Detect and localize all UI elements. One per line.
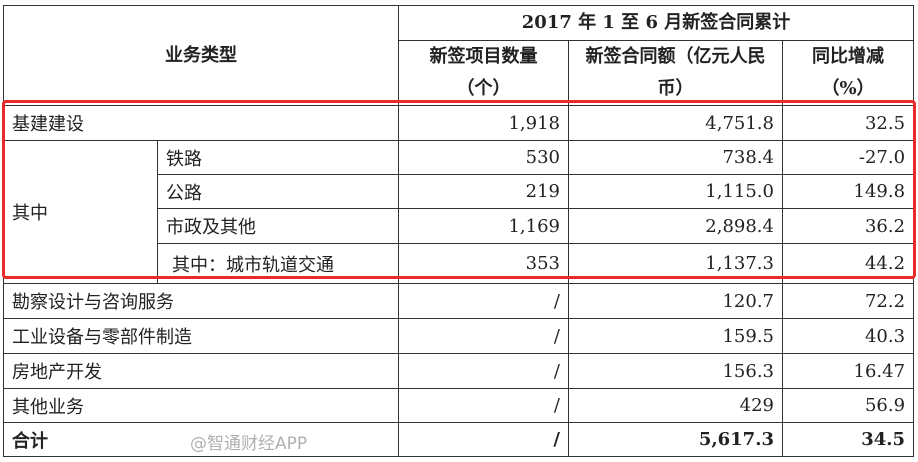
- yoy-cell: 34.5: [781, 422, 915, 457]
- amount-cell: 1,115.0: [568, 174, 783, 209]
- header-row: 新签项目数量（个） 新签合同额（亿元人民币） 同比增减（%）: [4, 40, 915, 106]
- amount-cell: 156.3: [568, 353, 783, 389]
- table-row: 工业设备与零部件制造 / 159.5 40.3: [3, 318, 915, 354]
- amount-cell: 159.5: [568, 318, 783, 354]
- header-count: 新签项目数量（个）: [398, 40, 569, 106]
- watermark: @智通财经APP: [190, 434, 308, 454]
- row-label: 勘察设计与咨询服务: [3, 283, 399, 319]
- count-cell: 219: [398, 174, 569, 209]
- header-amount: 新签合同额（亿元人民币）: [568, 40, 783, 106]
- count-cell: /: [398, 388, 569, 423]
- header-yoy: 同比增减（%）: [781, 40, 915, 106]
- of-which-label: 其中: [3, 140, 158, 284]
- header-row: 业务类型 2017 年 1 至 6 月新签合同累计: [3, 5, 915, 106]
- yoy-cell: 56.9: [781, 388, 915, 423]
- yoy-cell: 32.5: [781, 105, 915, 141]
- count-cell: /: [398, 318, 569, 354]
- row-label: 市政及其他: [157, 208, 399, 244]
- amount-cell: 1,137.3: [568, 243, 783, 284]
- yoy-cell: -27.0: [781, 140, 915, 175]
- header-period: 2017 年 1 至 6 月新签合同累计: [397, 5, 915, 41]
- yoy-cell: 36.2: [781, 208, 915, 244]
- amount-cell: 429: [568, 388, 783, 423]
- total-row: 合计 / 5,617.3 34.5: [3, 422, 915, 457]
- row-label: 基建建设: [3, 105, 399, 141]
- table-row: 公路 219 1,115.0 149.8: [4, 174, 915, 209]
- count-cell: /: [398, 353, 569, 389]
- count-cell: /: [398, 422, 569, 457]
- header-business-type: 业务类型: [3, 5, 399, 106]
- table-row: 基建建设 1,918 4,751.8 32.5: [3, 105, 915, 141]
- amount-cell: 4,751.8: [568, 105, 783, 141]
- amount-cell: 2,898.4: [568, 208, 783, 244]
- count-cell: 530: [398, 140, 569, 175]
- count-cell: 1,169: [398, 208, 569, 244]
- count-cell: 353: [398, 243, 569, 284]
- row-label: 铁路: [157, 140, 399, 175]
- table-row: 房地产开发 / 156.3 16.47: [3, 353, 915, 389]
- row-label: 其中：城市轨道交通: [157, 243, 399, 284]
- amount-cell: 5,617.3: [568, 422, 783, 457]
- table-row: 市政及其他 1,169 2,898.4 36.2: [4, 208, 915, 244]
- count-cell: 1,918: [398, 105, 569, 141]
- row-label: 合计: [3, 422, 399, 457]
- yoy-cell: 44.2: [781, 243, 915, 284]
- row-label: 其他业务: [3, 388, 399, 423]
- row-label: 工业设备与零部件制造: [3, 318, 399, 354]
- yoy-cell: 149.8: [781, 174, 915, 209]
- row-label: 公路: [157, 174, 399, 209]
- yoy-cell: 16.47: [781, 353, 915, 389]
- table-row: 勘察设计与咨询服务 / 120.7 72.2: [3, 283, 915, 319]
- table-row: 其中 铁路 530 738.4 -27.0: [3, 140, 915, 284]
- amount-cell: 120.7: [568, 283, 783, 319]
- yoy-cell: 40.3: [781, 318, 915, 354]
- row-label: 房地产开发: [3, 353, 399, 389]
- yoy-cell: 72.2: [781, 283, 915, 319]
- contracts-table: 业务类型 2017 年 1 至 6 月新签合同累计 新签项目数量（个） 新签合同…: [3, 5, 915, 457]
- count-cell: /: [398, 283, 569, 319]
- table-row: 其他业务 / 429 56.9: [3, 388, 915, 423]
- amount-cell: 738.4: [568, 140, 783, 175]
